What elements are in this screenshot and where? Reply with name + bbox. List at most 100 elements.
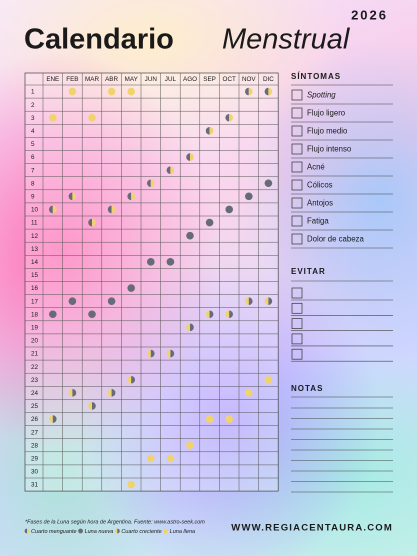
moon-half: [166, 349, 171, 358]
new-moon: [107, 297, 116, 305]
checkbox[interactable]: [291, 333, 303, 345]
moon-half: [68, 192, 73, 201]
website: WWW.REGIACENTAURA.COM: [231, 523, 393, 534]
new-moon: [88, 310, 96, 319]
day-label: 12: [31, 233, 39, 240]
moon-half: [72, 192, 77, 201]
full-moon: [264, 375, 273, 384]
checkbox[interactable]: [291, 143, 303, 155]
full-moon: [127, 480, 135, 489]
full-moon: [127, 87, 135, 96]
moon-legend: Cuarto menguante Luna nueva Cuarto crecien…: [24, 528, 195, 535]
checkbox[interactable]: [291, 318, 303, 329]
moon-half: [245, 87, 249, 96]
checkbox[interactable]: [291, 233, 303, 245]
moon-half: [248, 297, 253, 305]
symptom-label: Spotting: [307, 91, 336, 100]
day-label: 25: [31, 403, 39, 410]
moon-half: [48, 205, 53, 214]
moon-half: [268, 297, 273, 305]
moon-half: [229, 310, 233, 319]
moon-half: [147, 349, 151, 358]
month-label: MAY: [125, 76, 139, 83]
moon-half: [92, 402, 96, 410]
checkbox[interactable]: [291, 107, 303, 119]
day-label: 1: [31, 89, 35, 96]
checkbox[interactable]: [291, 302, 303, 314]
moon-half: [147, 179, 151, 188]
moon-half: [48, 415, 53, 423]
full-moon: [225, 415, 233, 423]
checkbox[interactable]: [291, 179, 303, 191]
day-label: 13: [31, 246, 39, 253]
moon-half: [92, 218, 96, 227]
checkbox[interactable]: [291, 161, 303, 173]
symptom-label: Flujo medio: [307, 127, 348, 136]
moon-half: [248, 87, 253, 96]
symptom-label: Fatiga: [307, 217, 329, 226]
checkbox[interactable]: [291, 125, 303, 137]
new-moon: [147, 258, 155, 266]
moon-half: [264, 297, 269, 305]
moon-half: [229, 113, 234, 122]
new-moon: [68, 297, 77, 305]
symptom-label: Flujo intenso: [307, 145, 352, 154]
moon-half: [117, 528, 120, 534]
month-label: JUL: [165, 76, 177, 83]
day-label: 31: [31, 482, 39, 489]
day-label: 29: [31, 456, 39, 463]
moon-half: [24, 528, 27, 534]
moon-half: [209, 310, 214, 319]
day-label: 20: [31, 338, 39, 345]
moon-half: [68, 389, 73, 397]
moon-half: [205, 310, 210, 319]
checkbox[interactable]: [291, 287, 303, 299]
day-label: 16: [31, 285, 39, 292]
month-label: ENE: [46, 76, 59, 83]
day-label: 8: [31, 180, 35, 187]
title-bold: Calendario: [24, 24, 174, 56]
moon-half: [131, 375, 135, 384]
month-label: MAR: [85, 76, 99, 83]
month-label: NOV: [242, 76, 256, 83]
day-label: 22: [31, 364, 39, 371]
new-moon: [205, 218, 214, 227]
checkbox[interactable]: [291, 348, 303, 360]
symptom-label: Cólicos: [307, 181, 333, 190]
moon-half: [107, 205, 112, 214]
moon-half: [27, 528, 30, 534]
day-label: 3: [31, 115, 35, 122]
day-label: 28: [31, 442, 39, 449]
moon-half: [88, 218, 92, 227]
full-moon: [88, 113, 96, 122]
symptom-label: Acné: [307, 163, 325, 172]
moon-half: [52, 415, 57, 423]
day-label: 10: [31, 207, 39, 214]
day-label: 15: [31, 272, 39, 279]
new-moon: [127, 284, 135, 292]
checkbox[interactable]: [291, 89, 303, 101]
moon-half: [88, 402, 92, 410]
moon-half: [166, 166, 171, 174]
moon-half: [186, 323, 190, 332]
full-moon: [68, 87, 77, 96]
checkbox[interactable]: [291, 197, 303, 209]
moon-half: [209, 127, 214, 135]
day-label: 18: [31, 311, 39, 318]
moon-half: [127, 375, 132, 384]
symptom-label: Dolor de cabeza: [307, 235, 364, 244]
checkbox[interactable]: [291, 215, 303, 227]
new-moon: [186, 231, 194, 240]
day-label: 9: [31, 194, 35, 201]
day-label: 19: [31, 325, 39, 332]
full-moon: [186, 441, 194, 450]
moon-half: [170, 166, 175, 174]
day-label: 5: [31, 141, 35, 148]
legend-label: Luna llena: [170, 529, 195, 535]
moon-half: [170, 349, 175, 358]
day-label: 23: [31, 377, 39, 384]
title-italic: Menstrual: [222, 24, 351, 56]
month-label: ABR: [105, 76, 118, 83]
full-moon: [166, 454, 175, 463]
